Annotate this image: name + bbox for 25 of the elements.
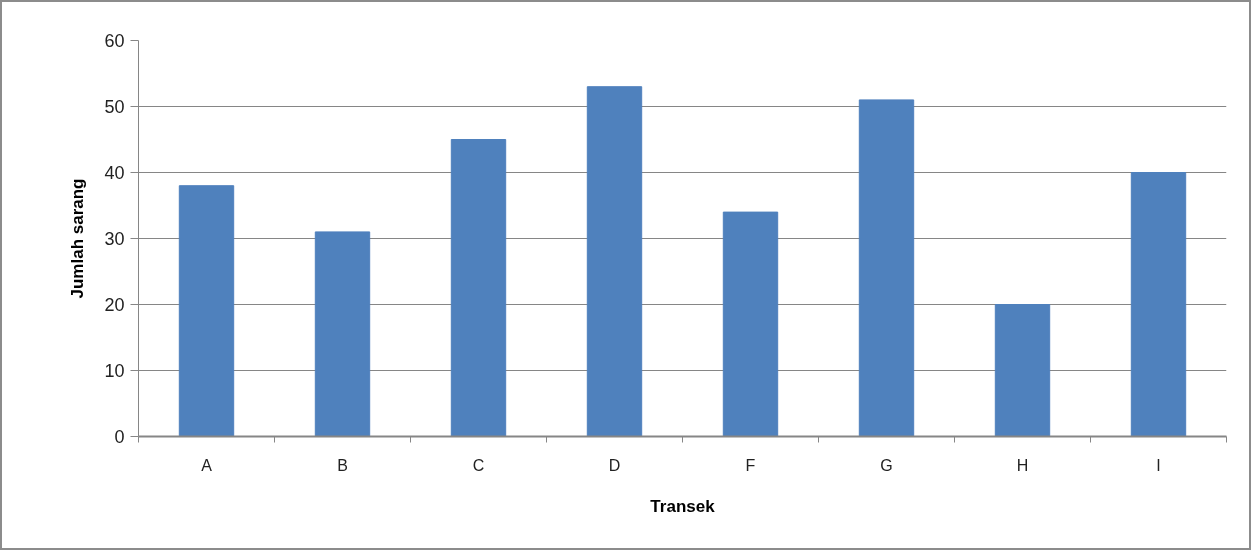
y-tick-label: 40: [104, 163, 125, 183]
x-tick-label: I: [1156, 456, 1161, 474]
bar: [586, 86, 643, 437]
x-tick-label: D: [608, 456, 621, 474]
y-axis-title: Jumlah sarang: [68, 178, 88, 299]
bar: [1130, 172, 1187, 437]
x-tick-label: A: [201, 456, 213, 474]
bar: [314, 231, 371, 437]
bar: [450, 139, 507, 437]
x-tick-label: C: [472, 456, 485, 474]
x-tick-label: H: [1016, 456, 1029, 474]
bar: [178, 185, 235, 437]
y-tick-label: 30: [104, 229, 125, 249]
bar: [858, 99, 915, 437]
x-tick-label: G: [880, 456, 893, 474]
y-tick-label: 60: [104, 31, 125, 51]
x-tick-label: F: [745, 456, 756, 474]
bar: [994, 304, 1051, 437]
x-tick-label: B: [337, 456, 348, 474]
y-tick-label: 50: [104, 97, 125, 117]
x-axis-title: Transek: [650, 496, 716, 516]
y-tick-label: 0: [114, 427, 125, 447]
bar: [722, 211, 779, 437]
y-tick-label: 10: [104, 361, 125, 381]
y-tick-label: 20: [104, 295, 125, 315]
